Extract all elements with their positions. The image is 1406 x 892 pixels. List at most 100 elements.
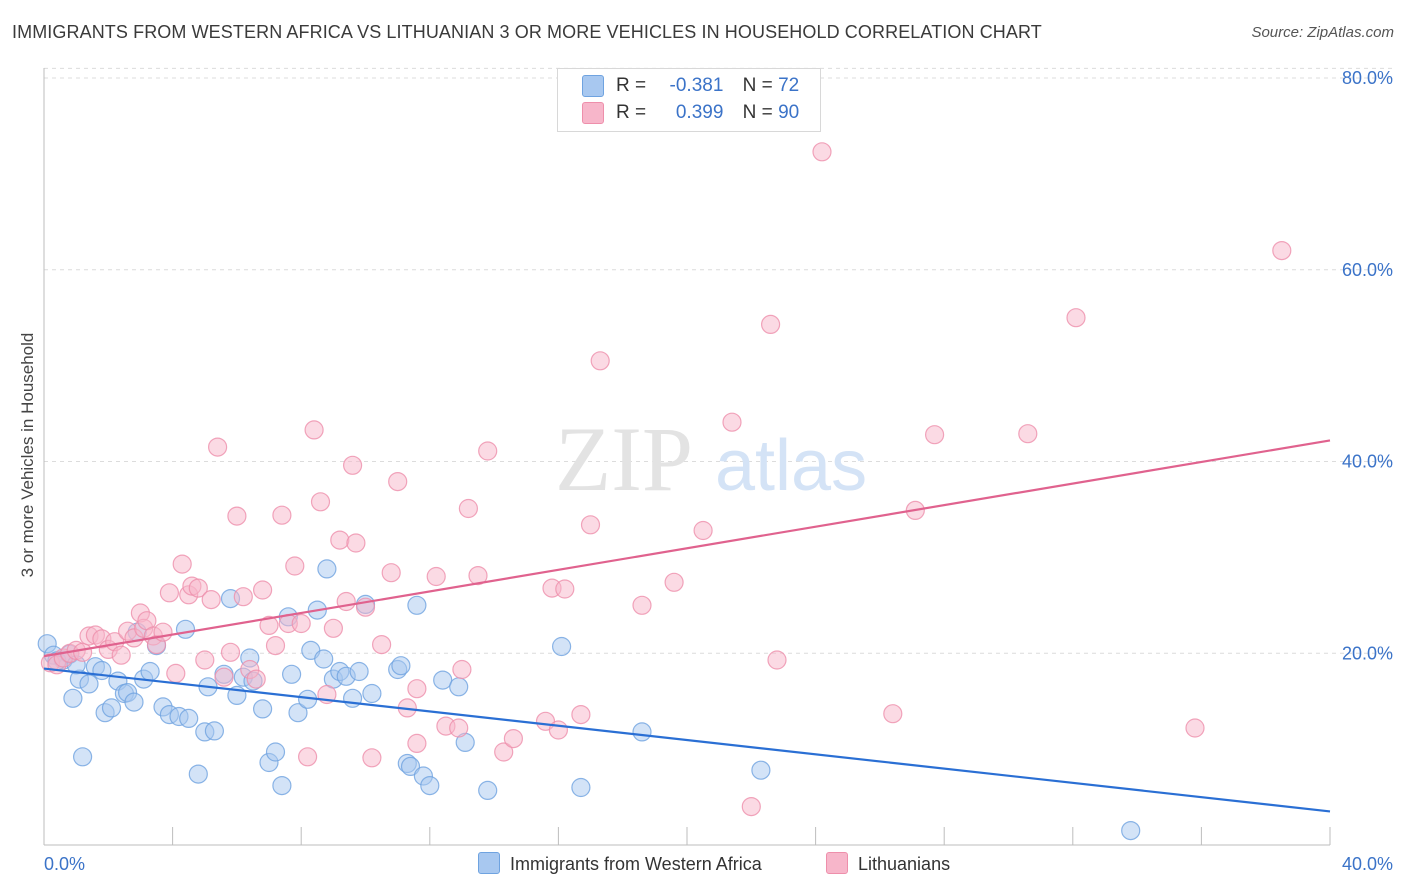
point-western-africa [79,674,99,694]
point-lithuanians [693,520,713,541]
point-lithuanians [664,572,684,592]
point-lithuanians [259,615,279,636]
point-lithuanians [188,578,208,598]
point-lithuanians [458,498,478,519]
point-western-africa [272,775,292,796]
point-western-africa [179,708,199,729]
point-western-africa [63,688,83,708]
point-western-africa [140,661,160,682]
point-lithuanians [760,314,781,334]
point-western-africa [407,595,427,615]
legend-n-value: 90 [778,102,800,124]
bottom-legend-swatch-western-africa [478,852,500,874]
point-western-africa [72,747,93,767]
point-lithuanians [298,747,318,767]
legend-r-label: R = [616,102,647,124]
point-western-africa [751,760,771,780]
trend-lines [43,439,1331,813]
point-western-africa [175,619,196,639]
point-western-africa [1121,820,1141,841]
point-western-africa [314,649,334,669]
trend-line-western-africa [43,667,1331,813]
bottom-legend-swatch-lithuanians [826,852,848,874]
point-lithuanians [388,472,408,492]
gridlines [44,67,1393,654]
point-western-africa [551,636,572,657]
point-lithuanians [111,645,131,665]
point-lithuanians [253,580,273,600]
point-lithuanians [580,515,601,535]
point-lithuanians [632,595,652,615]
source-credit: Source: ZipAtlas.com [1251,24,1394,41]
point-western-africa [265,742,286,762]
point-lithuanians [468,565,488,586]
point-western-africa [632,722,652,742]
y-tick-label: 20.0% [1342,643,1393,663]
point-western-africa [391,656,411,676]
point-western-africa [317,559,337,579]
point-lithuanians [571,704,591,725]
point-lithuanians [590,351,610,371]
point-western-africa [362,683,382,704]
legend-n-label: N = [742,102,773,124]
point-lithuanians [214,667,234,687]
x-tick-label: 40.0% [1342,854,1393,874]
bottom-legend-label: Lithuanians [858,854,951,874]
legend-swatch-lithuanians [582,102,604,124]
point-western-africa [253,699,273,719]
point-western-africa [478,780,498,801]
point-lithuanians [346,533,366,553]
point-lithuanians [924,425,945,445]
point-lithuanians [246,669,266,689]
point-lithuanians [227,506,247,526]
point-lithuanians [555,579,575,599]
point-western-africa [204,721,224,741]
point-lithuanians [426,566,446,587]
legend-row-western-africa: R = -0.381 N = 72 [582,75,799,99]
y-tick-label: 80.0% [1342,68,1393,88]
point-western-africa [400,756,421,777]
point-lithuanians [478,441,498,461]
point-lithuanians [172,554,192,574]
point-western-africa [188,764,208,784]
point-lithuanians [336,591,356,612]
point-lithuanians [741,796,761,817]
point-western-africa [420,775,440,796]
watermark-atlas: atlas [715,426,867,506]
axes [43,68,1331,846]
point-lithuanians [812,142,832,162]
point-western-africa [101,698,122,718]
legend-swatch-western-africa [582,75,604,97]
chart-title: IMMIGRANTS FROM WESTERN AFRICA VS LITHUA… [12,22,1042,42]
point-lithuanians [195,650,215,670]
point-lithuanians [201,589,221,610]
point-western-africa [449,677,469,697]
point-lithuanians [1272,241,1292,261]
point-lithuanians [153,622,173,642]
point-lithuanians [767,650,787,670]
watermark: ZIP atlas [555,408,867,510]
y-tick-label: 60.0% [1342,260,1393,280]
legend-row-lithuanians: R = 0.399 N = 90 [582,102,799,126]
point-lithuanians [291,613,311,634]
y-tick-label: 40.0% [1342,452,1393,472]
legend-r-label: R = [616,75,647,97]
point-lithuanians [159,583,179,603]
point-lithuanians [265,635,286,656]
legend-r-value: 0.399 [675,102,724,124]
point-lithuanians [343,455,363,475]
point-lithuanians [883,704,903,724]
point-lithuanians [310,492,331,512]
point-western-africa [282,664,302,684]
point-lithuanians [362,748,382,768]
bottom-legend-lithuanians: Lithuanians [826,852,950,875]
point-lithuanians [208,437,228,457]
x-tick-label: 0.0% [44,854,85,874]
legend-n-label: N = [742,75,773,97]
point-lithuanians [722,412,742,432]
trend-line-lithuanians [43,439,1331,658]
point-lithuanians [330,530,350,550]
tick-labels: 20.0% 40.0% 60.0% 80.0% 0.0% 40.0% [44,68,1393,874]
point-lithuanians [407,733,427,754]
